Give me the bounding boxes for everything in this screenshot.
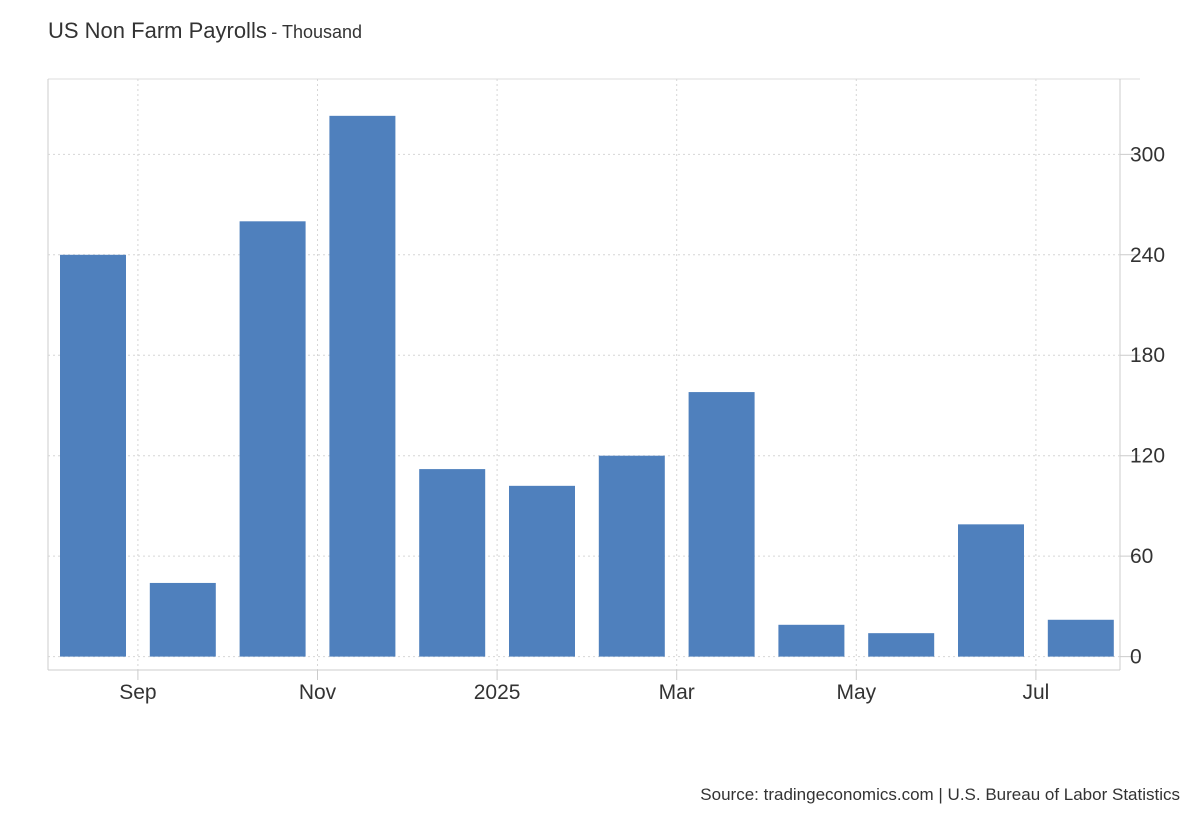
bar-2025-06 [958,524,1024,657]
source-note: Source: tradingeconomics.com | U.S. Bure… [700,785,1180,804]
y-tick-label: 0 [1130,646,1142,669]
chart-title: US Non Farm Payrolls [48,18,267,43]
y-tick-label: 180 [1130,344,1165,367]
x-tick-label: May [836,681,876,704]
bar-2025-05 [868,633,935,657]
y-tick-label: 120 [1130,445,1165,468]
x-tick-label: 2025 [474,681,521,704]
y-tick-label: 240 [1130,244,1165,267]
x-tick-label: Sep [119,681,156,704]
bar-2024-10 [239,221,306,657]
chart-subtitle: - Thousand [271,22,363,42]
x-tick-label: Jul [1022,681,1049,704]
bar-2025-01 [509,485,575,657]
bar-2024-11 [329,115,396,657]
bar-2025-07 [1047,619,1114,657]
bar-2024-08 [60,254,126,657]
x-tick-label: Nov [299,681,337,704]
y-tick-label: 300 [1130,143,1165,166]
bar-2024-12 [419,469,486,657]
x-tick-label: Mar [659,681,695,704]
y-tick-label: 60 [1130,545,1153,568]
bar-2025-03 [688,392,755,657]
bar-2024-09 [149,582,216,657]
chart-header: US Non Farm Payrolls - Thousand [48,18,362,44]
bar-2025-04 [778,624,845,657]
bar-2025-02 [598,455,665,657]
